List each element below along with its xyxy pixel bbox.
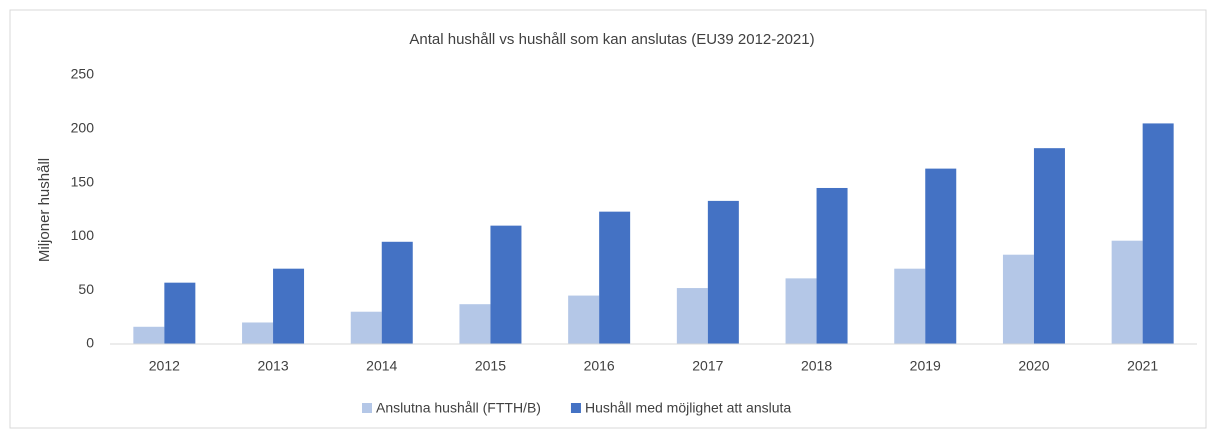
y-tick-label: 50	[78, 281, 94, 297]
x-tick-label: 2018	[801, 358, 832, 374]
y-tick-label: 0	[86, 335, 94, 351]
bar	[1142, 123, 1174, 344]
bar	[568, 295, 600, 344]
bar	[1002, 254, 1034, 344]
legend-label: Anslutna hushåll (FTTH/B)	[376, 400, 541, 416]
bar	[785, 278, 817, 344]
legend-swatch	[362, 403, 372, 413]
bar	[894, 268, 926, 344]
chart-title: Antal hushåll vs hushåll som kan ansluta…	[409, 31, 814, 48]
bar	[133, 326, 165, 344]
y-axis-label: Miljoner hushåll	[36, 158, 53, 262]
x-tick-label: 2012	[149, 358, 180, 374]
y-tick-label: 250	[71, 66, 95, 82]
x-tick-label: 2019	[910, 358, 941, 374]
bar	[707, 200, 739, 344]
bar	[381, 241, 413, 344]
bar	[164, 282, 196, 344]
x-tick-label: 2020	[1018, 358, 1049, 374]
y-tick-label: 150	[71, 173, 95, 189]
bar	[1111, 240, 1143, 344]
bar	[273, 268, 305, 344]
x-tick-label: 2013	[257, 358, 288, 374]
bar	[676, 288, 708, 344]
legend-swatch	[570, 403, 581, 413]
y-tick-label: 100	[71, 227, 95, 243]
bar	[350, 311, 382, 344]
x-tick-label: 2014	[366, 358, 397, 374]
x-tick-label: 2016	[584, 358, 615, 374]
bar	[599, 211, 631, 344]
x-tick-label: 2015	[475, 358, 506, 374]
x-tick-label: 2017	[692, 358, 723, 374]
bar	[1033, 148, 1065, 344]
bar	[490, 225, 522, 344]
y-tick-label: 200	[71, 120, 95, 136]
bar	[459, 304, 491, 344]
bar	[816, 187, 848, 344]
bar	[925, 168, 957, 344]
x-tick-label: 2021	[1127, 358, 1158, 374]
legend-label: Hushåll med möjlighet att ansluta	[585, 400, 791, 416]
bar	[242, 322, 274, 344]
